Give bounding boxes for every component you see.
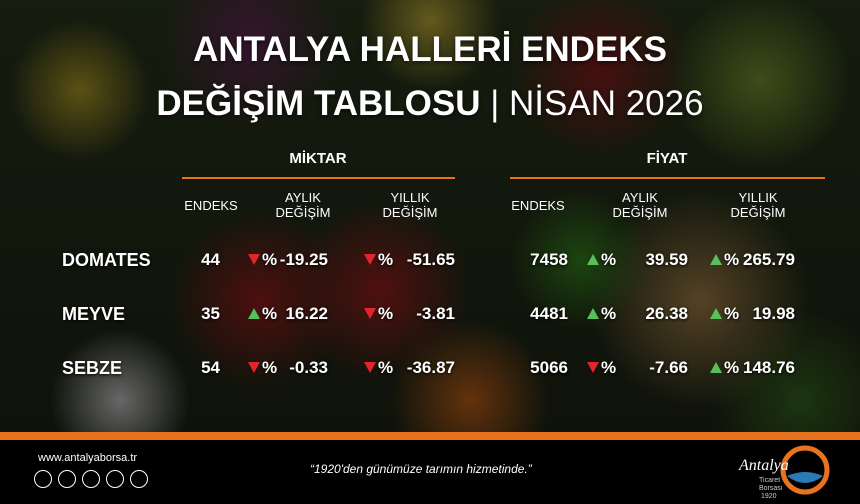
title: ANTALYA HALLERİ ENDEKS xyxy=(193,30,667,69)
youtube-icon[interactable] xyxy=(130,470,148,488)
percent-sign: % xyxy=(724,358,740,377)
cell-value: 7458 xyxy=(530,250,568,269)
cell-value: -19.25 xyxy=(279,250,328,269)
cell-value: 16.22 xyxy=(285,304,328,323)
percent-sign: % xyxy=(724,250,740,269)
percent-sign: % xyxy=(378,250,394,269)
arrow-down xyxy=(248,362,260,373)
cell-value: 54 xyxy=(201,358,220,377)
overlay xyxy=(0,0,860,432)
group-header: FİYAT xyxy=(646,150,688,167)
cell-value: 148.76 xyxy=(743,358,795,377)
cell-value: -0.33 xyxy=(289,358,328,377)
arrow-down xyxy=(364,308,376,319)
percent-sign: % xyxy=(724,304,740,323)
title: DEĞİŞİM TABLOSU xyxy=(156,84,481,123)
arrow-up xyxy=(587,254,599,265)
cell-value: -36.87 xyxy=(406,358,455,377)
separator: | xyxy=(490,84,500,123)
column-header: DEĞİŞİM xyxy=(382,205,438,220)
percent-sign: % xyxy=(262,250,278,269)
percent-sign: % xyxy=(378,358,394,377)
arrow-up xyxy=(710,362,722,373)
percent-sign: % xyxy=(601,304,617,323)
logo-name: Antalya xyxy=(738,457,789,474)
slogan: “1920'den günümüze tarımın hizmetinde.” xyxy=(310,462,532,476)
percent-sign: % xyxy=(601,250,617,269)
arrow-up xyxy=(587,308,599,319)
percent-sign: % xyxy=(378,304,394,323)
column-header: ENDEKS xyxy=(184,198,238,213)
column-header: ENDEKS xyxy=(511,198,565,213)
header-rule xyxy=(510,177,825,179)
row-label: SEBZE xyxy=(62,358,123,378)
arrow-up xyxy=(710,254,722,265)
column-header: DEĞİŞİM xyxy=(730,205,786,220)
arrow-up xyxy=(248,308,260,319)
arrow-down xyxy=(364,362,376,373)
facebook-icon[interactable] xyxy=(34,470,52,488)
column-header: DEĞİŞİM xyxy=(275,205,331,220)
arrow-down xyxy=(587,362,599,373)
cell-value: 4481 xyxy=(530,304,568,323)
cell-value: -51.65 xyxy=(406,250,455,269)
column-header: YILLIK xyxy=(738,190,778,205)
x-icon[interactable] xyxy=(106,470,124,488)
percent-sign: % xyxy=(601,358,617,377)
period: NİSAN 2026 xyxy=(509,84,704,123)
cell-value: -7.66 xyxy=(649,358,688,377)
background-photo xyxy=(0,0,860,432)
row-label: DOMATES xyxy=(62,250,151,270)
logo-year: 1920 xyxy=(761,493,777,500)
linkedin-icon[interactable] xyxy=(82,470,100,488)
cell-value: 5066 xyxy=(530,358,568,377)
cell-value: 39.59 xyxy=(645,250,688,269)
title: DEĞİŞİM TABLOSU | NİSAN 2026 xyxy=(0,84,860,124)
logo-text: Borsası xyxy=(759,485,783,492)
logo-wave xyxy=(787,472,823,483)
arrow-down xyxy=(248,254,260,265)
cell-value: 265.79 xyxy=(743,250,795,269)
logo: Antalya Ticaret Borsası 1920 xyxy=(738,445,830,500)
logo-text: Ticaret xyxy=(759,477,780,484)
arrow-up xyxy=(710,308,722,319)
cell-value: 26.38 xyxy=(645,304,688,323)
cell-value: -3.81 xyxy=(416,304,455,323)
footer-bar xyxy=(0,432,860,440)
arrow-down xyxy=(364,254,376,265)
row-label: MEYVE xyxy=(62,304,126,324)
cell-value: 19.98 xyxy=(752,304,795,323)
percent-sign: % xyxy=(262,304,278,323)
header-rule xyxy=(182,177,455,179)
website: www.antalyaborsa.tr xyxy=(38,452,138,464)
instagram-icon[interactable] xyxy=(58,470,76,488)
percent-sign: % xyxy=(262,358,278,377)
column-header: AYLIK xyxy=(622,190,658,205)
cell-value: 44 xyxy=(201,250,220,269)
column-header: AYLIK xyxy=(285,190,321,205)
cell-value: 35 xyxy=(201,304,220,323)
column-header: DEĞİŞİM xyxy=(612,205,668,220)
group-header: MİKTAR xyxy=(289,150,347,167)
logo-ring xyxy=(780,445,830,495)
column-header: YILLIK xyxy=(390,190,430,205)
